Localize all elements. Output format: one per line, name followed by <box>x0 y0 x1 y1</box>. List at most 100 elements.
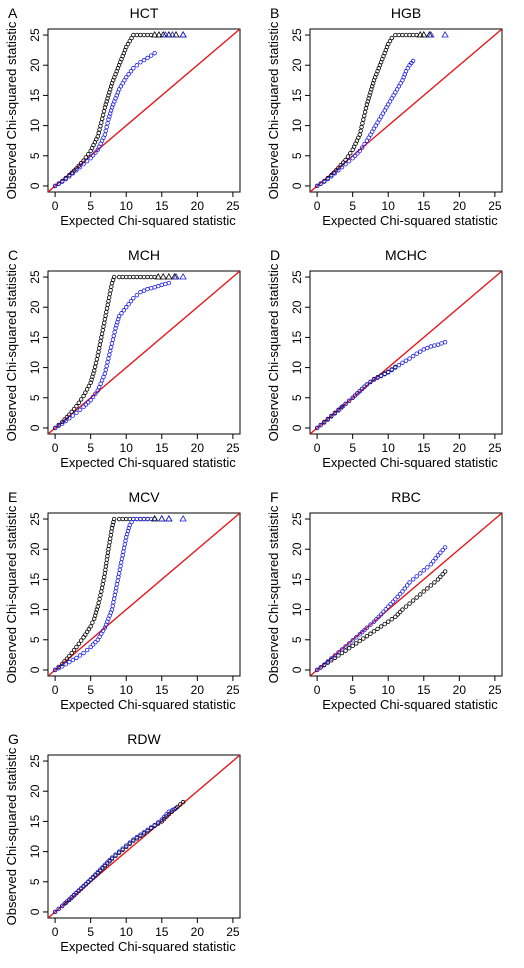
series-2-point <box>325 659 330 664</box>
series-2-point <box>63 662 68 667</box>
series-2-point <box>376 614 381 620</box>
series-2-point <box>67 659 72 665</box>
y-axis-label: Observed Chi-squared statistic <box>266 505 281 683</box>
y-tick-label: 25 <box>290 512 304 526</box>
series-2-point <box>90 874 96 880</box>
series-2-point <box>138 60 143 65</box>
y-tick-label: 20 <box>28 784 42 798</box>
series-1-point <box>442 569 448 574</box>
x-axis-label: Expected Chi-squared statistic <box>322 455 498 470</box>
plot-frame <box>47 28 241 193</box>
series-2-point <box>93 391 98 396</box>
x-tick-label: 10 <box>120 683 134 697</box>
series-1-capped-marker <box>172 31 180 38</box>
series-2-point <box>67 897 72 902</box>
series-1-point <box>357 638 362 644</box>
series-2-point <box>56 423 61 429</box>
series-2-point <box>397 591 403 597</box>
series-1-point <box>101 109 107 114</box>
series-2-point <box>393 365 398 370</box>
series-1-point <box>393 614 398 620</box>
series-2-point <box>362 627 367 633</box>
series-2-point <box>386 370 391 375</box>
series-1-point <box>78 161 84 166</box>
series-1-capped-marker <box>165 31 173 38</box>
series-1-point <box>83 390 88 395</box>
series-1-point <box>127 274 132 280</box>
series-1-point <box>64 656 70 661</box>
series-1-point <box>358 128 363 134</box>
series-2-point <box>74 168 79 173</box>
series-1-point <box>161 816 167 822</box>
series-2-point <box>145 827 150 833</box>
y-axis-label: Observed Chi-squared statistic <box>4 505 19 683</box>
x-tick-label: 15 <box>417 199 431 213</box>
plot-frame <box>47 754 241 919</box>
series-2-point <box>332 653 338 658</box>
series-2-point <box>131 295 136 301</box>
y-tick-label: 25 <box>28 754 42 768</box>
series-1-point <box>345 154 351 159</box>
series-2-point <box>442 340 448 345</box>
series-2-point <box>355 391 360 396</box>
series-2-point <box>70 171 76 176</box>
series-1-point <box>359 124 364 130</box>
y-tick-label: 5 <box>290 394 304 401</box>
x-tick-label: 15 <box>155 441 169 455</box>
series-1-point <box>363 106 369 111</box>
series-2-point <box>134 834 140 840</box>
panel-letter: C <box>8 247 18 263</box>
series-2-point <box>52 425 58 431</box>
series-1-point <box>93 360 99 366</box>
x-tick-label: 15 <box>155 199 169 213</box>
series-1-point <box>400 32 405 38</box>
series-1-point <box>107 291 113 297</box>
series-2-point <box>141 830 147 835</box>
series-1-point <box>71 406 77 412</box>
panel-e: E MCV 0 5 10 15 20 25 0 5 10 15 20 25 Expected Chi-squ… <box>0 484 262 726</box>
series-1-point <box>99 585 105 591</box>
series-2-point <box>362 141 367 147</box>
series-2-point <box>339 647 345 652</box>
series-2-point <box>86 400 91 405</box>
series-2-point <box>346 641 352 646</box>
y-tick-label: 15 <box>28 814 42 828</box>
series-1-point <box>100 327 105 333</box>
series-2-point <box>110 337 116 342</box>
x-tick-label: 15 <box>417 683 431 697</box>
panel-a: A HCT 0 5 10 15 20 25 0 5 10 15 20 25 Expected Chi-squ… <box>0 0 262 242</box>
x-tick-label: 20 <box>453 199 467 213</box>
series-2-point <box>88 877 93 882</box>
series-2-point <box>84 159 90 164</box>
series-1-point <box>348 150 353 156</box>
series-1-point <box>343 648 348 653</box>
series-2-point <box>64 899 70 904</box>
series-2-point <box>433 556 438 561</box>
x-tick-label: 15 <box>417 441 431 455</box>
series-2-point <box>97 867 103 872</box>
panel-g: G RDW 0 5 10 15 20 25 0 5 10 15 20 25 Expected Chi-squ… <box>0 726 262 968</box>
series-2-capped-marker <box>441 31 449 38</box>
series-2-point <box>318 665 323 670</box>
series-2-point <box>78 886 84 891</box>
series-2-point <box>74 655 79 661</box>
series-2-point <box>352 393 358 398</box>
series-2-point <box>343 162 348 167</box>
x-tick-label: 20 <box>453 441 467 455</box>
series-2-point <box>414 574 419 579</box>
series-1-point <box>180 799 186 805</box>
x-tick-label: 15 <box>155 925 169 939</box>
series-2-point <box>124 843 129 848</box>
series-2-point <box>119 560 124 565</box>
series-1-point <box>438 574 443 579</box>
series-1-point <box>101 324 106 329</box>
series-1-point <box>81 393 86 399</box>
x-tick-label: 20 <box>191 441 205 455</box>
series-2-point <box>119 556 125 562</box>
series-2-point <box>364 625 370 630</box>
series-2-point <box>425 345 430 351</box>
panel-letter: E <box>8 489 17 505</box>
y-axis-label: Observed Chi-squared statistic <box>266 21 281 199</box>
series-1-point <box>107 539 112 545</box>
